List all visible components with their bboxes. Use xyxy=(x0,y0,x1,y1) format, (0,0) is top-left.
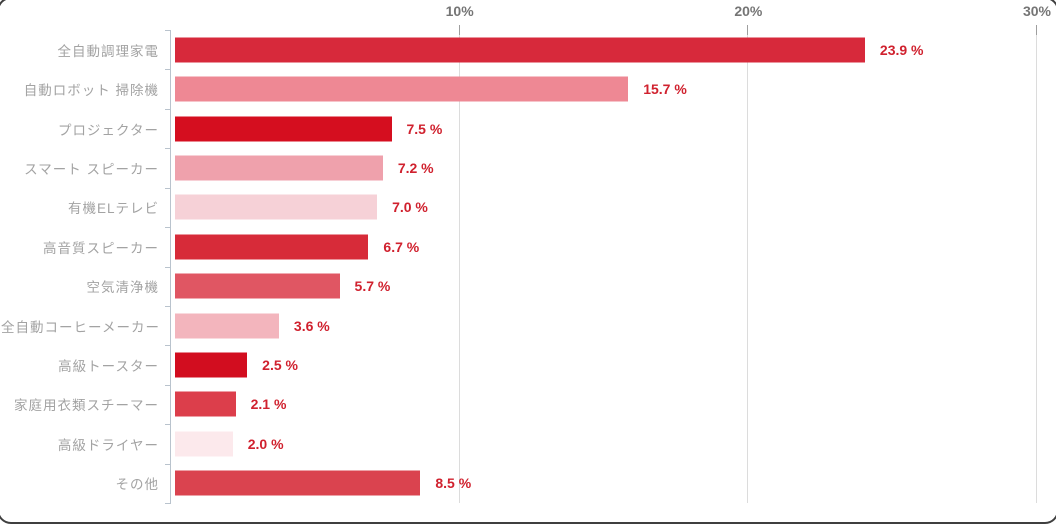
y-axis-tick xyxy=(165,30,171,31)
chart-row: その他 8.5 % xyxy=(116,464,1037,503)
y-axis-tick xyxy=(165,267,171,268)
category-label: スマート スピーカー xyxy=(24,161,159,177)
y-axis-tick xyxy=(165,464,171,465)
chart-row: 家庭用衣類スチーマー 2.1 % xyxy=(14,385,1037,424)
category-label: 空気清浄機 xyxy=(86,280,159,296)
category-label: 全自動調理家電 xyxy=(57,43,159,59)
gridline-30 xyxy=(1036,30,1037,503)
value-label: 7.5 % xyxy=(406,120,443,137)
y-axis-tick xyxy=(165,69,171,70)
y-axis-tick xyxy=(165,306,171,307)
value-label: 6.7 % xyxy=(383,238,420,255)
value-label: 23.9 % xyxy=(879,41,924,58)
value-label: 3.6 % xyxy=(293,317,330,334)
y-axis-tick xyxy=(165,424,171,425)
category-label: 有機ELテレビ xyxy=(67,201,159,217)
chart-row: 全自動コーヒーメーカー 3.6 % xyxy=(1,306,1037,345)
category-label: 高級ドライヤー xyxy=(57,437,159,453)
chart-row: 空気清浄機 5.7 % xyxy=(87,267,1037,306)
value-label: 2.1 % xyxy=(250,396,287,413)
category-label: 高級トースター xyxy=(58,359,159,375)
value-label: 7.0 % xyxy=(392,199,428,216)
bar xyxy=(175,194,378,220)
bar xyxy=(175,391,236,417)
value-label: 7.2 % xyxy=(397,159,434,176)
category-label: 自動ロボット 掃除機 xyxy=(23,83,159,99)
bar xyxy=(175,37,865,63)
category-label: その他 xyxy=(115,477,159,493)
bar xyxy=(175,352,248,378)
y-axis-tick xyxy=(165,148,171,149)
chart-row: 高級ドライヤー 2.0 % xyxy=(58,424,1037,463)
bar xyxy=(175,234,369,260)
bar xyxy=(175,313,279,339)
chart-row: 有機ELテレビ 7.0 % xyxy=(68,188,1037,227)
bar xyxy=(175,76,629,102)
category-label: 家庭用衣類スチーマー xyxy=(14,398,159,414)
value-label: 5.7 % xyxy=(354,278,391,295)
x-axis-tick xyxy=(458,25,460,35)
bar xyxy=(175,470,421,496)
chart-row: 高音質スピーカー 6.7 % xyxy=(43,227,1037,266)
bar xyxy=(175,155,383,181)
x-axis-tick-label: 30% xyxy=(1022,3,1052,19)
chart-row: スマート スピーカー 7.2 % xyxy=(24,148,1037,187)
value-label: 8.5 % xyxy=(435,475,472,492)
chart-row: 全自動調理家電 23.9 % xyxy=(58,30,1037,69)
x-axis-tick xyxy=(1036,25,1037,35)
category-label: プロジェクター xyxy=(58,122,159,138)
x-axis-tick-label: 20% xyxy=(734,3,763,19)
chart-row: 高級トースター 2.5 % xyxy=(58,345,1037,384)
chart-row: プロジェクター 7.5 % xyxy=(58,109,1037,148)
y-axis-tick xyxy=(165,503,171,504)
gridline-10 xyxy=(458,30,460,503)
x-axis-tick xyxy=(747,25,749,35)
bar xyxy=(175,116,392,142)
bar-chart-plot-area: 10% 20% 30% 全自動調理家電 23.9 % 自動ロボット 掃除機 15.7 % プロ… xyxy=(1,3,1051,504)
value-label: 2.0 % xyxy=(247,435,284,452)
category-label: 高音質スピーカー xyxy=(43,240,159,256)
category-label: 全自動コーヒーメーカー xyxy=(1,319,160,335)
gridline-20 xyxy=(747,30,749,503)
y-axis-tick xyxy=(165,385,171,386)
x-axis-tick-label: 10% xyxy=(445,3,474,19)
y-axis-tick xyxy=(165,227,171,228)
y-axis-tick xyxy=(165,345,171,346)
value-label: 2.5 % xyxy=(262,357,298,374)
value-label: 15.7 % xyxy=(643,81,687,98)
y-axis-tick xyxy=(165,109,171,110)
chart-row: 自動ロボット 掃除機 15.7 % xyxy=(24,69,1037,108)
y-axis-tick xyxy=(165,188,171,189)
bar xyxy=(175,431,233,457)
bar xyxy=(175,273,340,299)
